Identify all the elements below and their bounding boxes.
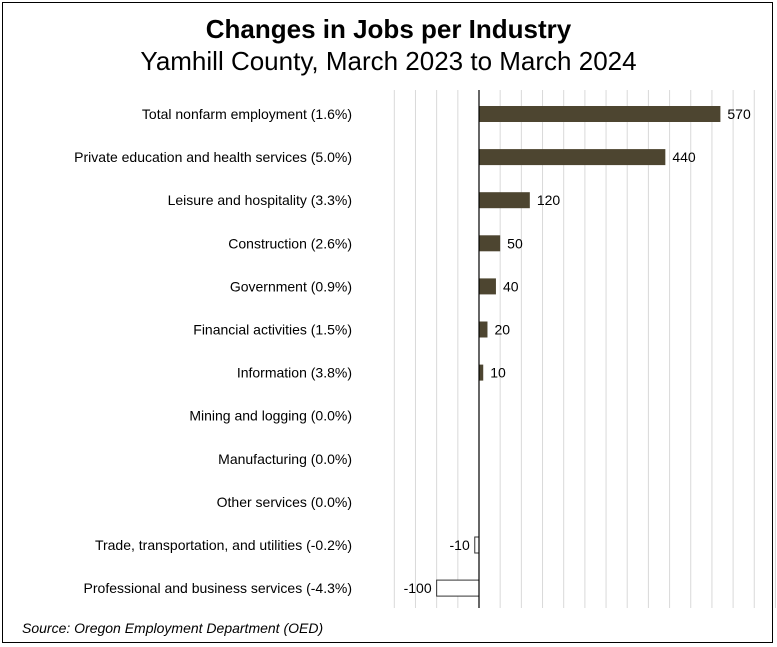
data-label: -100	[404, 580, 432, 596]
bar	[479, 278, 496, 295]
data-label: 440	[672, 149, 696, 165]
category-label: Construction (2.6%)	[228, 235, 352, 251]
bar	[479, 192, 530, 209]
category-label: Information (3.8%)	[237, 365, 352, 381]
bar	[436, 579, 480, 597]
bar	[479, 364, 484, 381]
data-label: -10	[450, 537, 470, 553]
data-label: 20	[494, 322, 510, 338]
data-label: 40	[503, 278, 519, 294]
source-note: Source: Oregon Employment Department (OE…	[22, 620, 324, 636]
category-label: Other services (0.0%)	[217, 494, 352, 510]
category-label: Leisure and hospitality (3.3%)	[168, 192, 352, 208]
bar	[479, 149, 666, 166]
bar	[479, 235, 501, 252]
category-label: Mining and logging (0.0%)	[189, 408, 352, 424]
data-label: 10	[490, 365, 506, 381]
data-label: 570	[727, 106, 751, 122]
category-label: Government (0.9%)	[230, 278, 352, 294]
data-label: 50	[507, 235, 523, 251]
bar	[479, 321, 488, 338]
bar	[474, 536, 480, 554]
category-label: Manufacturing (0.0%)	[218, 451, 352, 467]
category-label: Financial activities (1.5%)	[193, 322, 352, 338]
category-label: Professional and business services (-4.3…	[84, 580, 352, 596]
chart-title: Changes in Jobs per Industry	[205, 14, 572, 44]
category-label: Total nonfarm employment (1.6%)	[142, 106, 352, 122]
bar	[479, 106, 721, 122]
category-label: Trade, transportation, and utilities (-0…	[95, 537, 352, 553]
category-label: Private education and health services (5…	[74, 149, 352, 165]
chart-subtitle: Yamhill County, March 2023 to March 2024	[140, 46, 637, 76]
data-label: 120	[537, 192, 561, 208]
